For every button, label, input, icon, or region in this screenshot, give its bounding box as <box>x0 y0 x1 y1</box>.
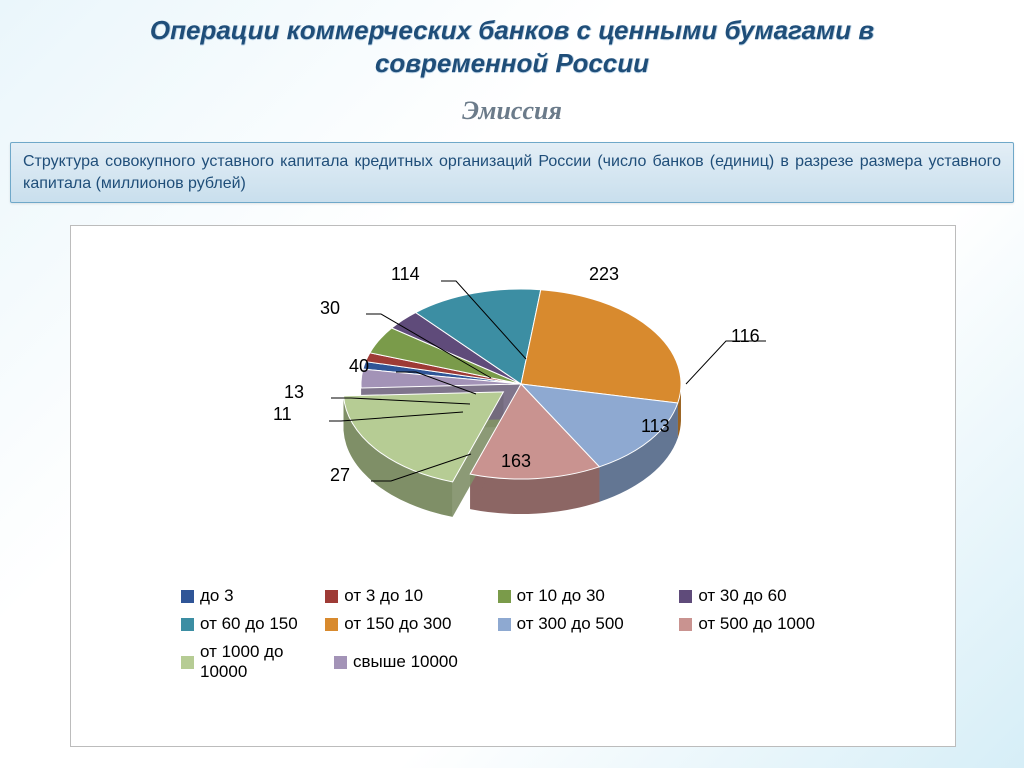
legend-swatch <box>679 590 692 603</box>
legend-label: от 300 до 500 <box>517 614 624 634</box>
slice-value-label: 27 <box>330 465 350 486</box>
legend-label: от 150 до 300 <box>344 614 451 634</box>
legend-item: от 150 до 300 <box>325 614 479 634</box>
description-box: Структура совокупного уставного капитала… <box>10 142 1014 203</box>
legend-label: от 60 до 150 <box>200 614 298 634</box>
slice-value-label: 113 <box>641 416 670 437</box>
slide-subtitle: Эмиссия <box>0 96 1024 126</box>
legend-item: от 500 до 1000 <box>679 614 843 634</box>
slice-value-label: 163 <box>501 451 531 472</box>
title-line-1: Операции коммерческих банков с ценными б… <box>150 15 874 45</box>
legend-swatch <box>181 590 194 603</box>
slide: Операции коммерческих банков с ценными б… <box>0 0 1024 768</box>
slice-value-label: 116 <box>731 326 760 347</box>
legend-item: от 60 до 150 <box>181 614 307 634</box>
legend-item: свыше 10000 <box>334 642 499 682</box>
legend-swatch <box>679 618 692 631</box>
legend-label: от 1000 до 10000 <box>200 642 316 682</box>
legend-swatch <box>498 590 511 603</box>
slide-title: Операции коммерческих банков с ценными б… <box>0 14 1024 79</box>
legend-swatch <box>334 656 347 669</box>
legend-swatch <box>498 618 511 631</box>
legend-swatch <box>325 618 338 631</box>
legend-swatch <box>181 656 194 669</box>
legend-item: до 3 <box>181 586 307 606</box>
title-line-2: современной России <box>375 48 649 78</box>
legend-item: от 30 до 60 <box>679 586 843 606</box>
pie-chart-svg <box>276 234 766 564</box>
legend-swatch <box>325 590 338 603</box>
slice-value-label: 114 <box>391 264 420 285</box>
legend-label: от 10 до 30 <box>517 586 605 606</box>
slice-value-label: 40 <box>349 356 369 377</box>
slice-value-label: 30 <box>320 298 340 319</box>
legend-item: от 1000 до 10000 <box>181 642 316 682</box>
legend-label: до 3 <box>200 586 234 606</box>
legend-label: от 500 до 1000 <box>698 614 815 634</box>
legend-item: от 300 до 500 <box>498 614 662 634</box>
legend-swatch <box>181 618 194 631</box>
slice-value-label: 223 <box>589 264 619 285</box>
slice-value-label: 13 <box>284 382 304 403</box>
pie-slice <box>521 290 681 403</box>
slice-value-label: 11 <box>273 404 292 425</box>
legend-item: от 10 до 30 <box>498 586 662 606</box>
legend-label: от 30 до 60 <box>698 586 786 606</box>
legend: до 3 от 3 до 10 от 10 до 30 от 30 до 60 от 6… <box>181 586 861 690</box>
pie-chart-container: до 3 от 3 до 10 от 10 до 30 от 30 до 60 от 6… <box>70 225 956 747</box>
legend-item: от 3 до 10 <box>325 586 479 606</box>
legend-label: от 3 до 10 <box>344 586 423 606</box>
legend-label: свыше 10000 <box>353 652 458 672</box>
